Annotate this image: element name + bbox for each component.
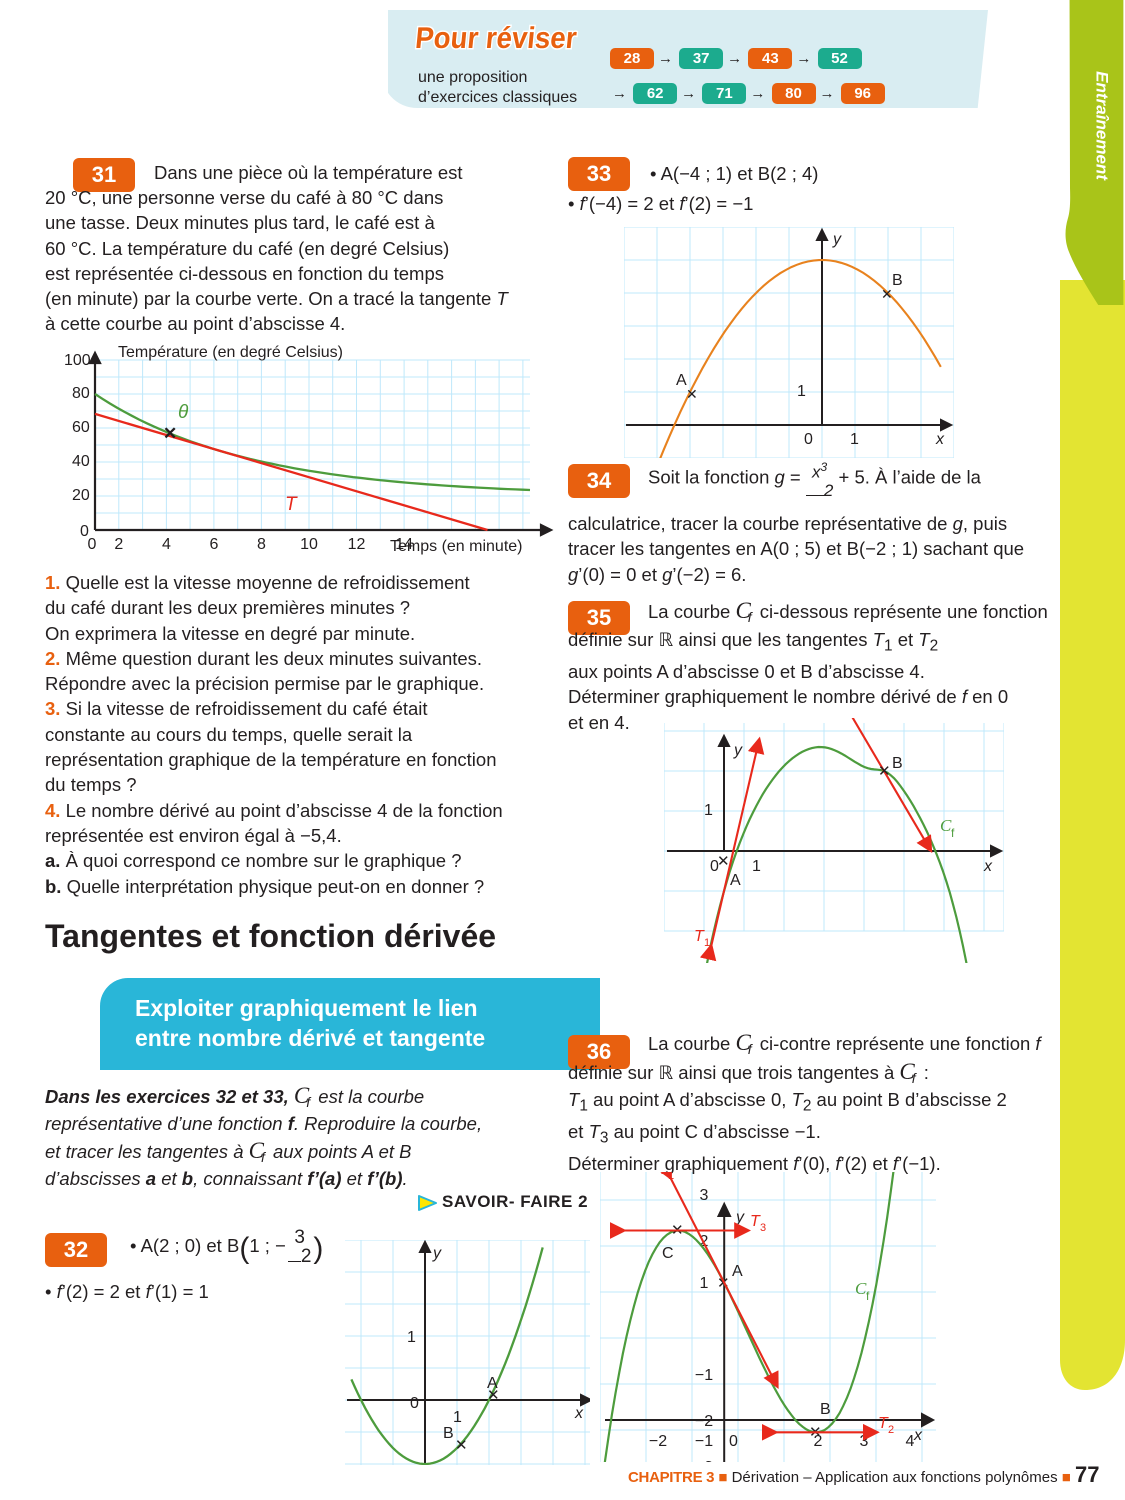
svg-text:2: 2: [832, 718, 838, 721]
svg-text:f: f: [951, 826, 955, 840]
svg-text:3: 3: [860, 1433, 869, 1450]
svg-text:✕: ✕: [163, 424, 177, 443]
svg-text:x: x: [574, 1405, 584, 1422]
svg-text:2: 2: [888, 1424, 894, 1436]
svg-text:θ: θ: [178, 402, 189, 423]
svg-text:6: 6: [209, 536, 218, 553]
svg-text:B: B: [892, 755, 903, 772]
svg-text:✕: ✕: [878, 763, 891, 780]
svg-text:3: 3: [700, 1187, 709, 1204]
svg-text:0: 0: [804, 431, 813, 448]
svg-text:−1: −1: [695, 1367, 713, 1384]
svg-text:1: 1: [850, 431, 859, 448]
svg-text:4: 4: [906, 1433, 915, 1450]
svg-text:T: T: [285, 494, 298, 515]
svg-text:1: 1: [752, 858, 761, 875]
svg-text:2: 2: [114, 536, 123, 553]
svg-text:100: 100: [64, 352, 91, 369]
svg-text:x: x: [913, 1427, 923, 1444]
svg-text:−2: −2: [695, 1413, 713, 1430]
svg-text:1: 1: [797, 383, 806, 400]
svg-text:0: 0: [410, 1395, 419, 1412]
svg-text:80: 80: [72, 385, 90, 402]
svg-text:20: 20: [72, 487, 90, 504]
svg-text:x: x: [983, 858, 993, 875]
svg-text:✕: ✕: [717, 853, 730, 870]
svg-text:1: 1: [700, 1275, 709, 1292]
svg-text:1: 1: [704, 937, 710, 949]
svg-text:14: 14: [395, 536, 413, 553]
svg-text:1: 1: [407, 1329, 416, 1346]
svg-text:y: y: [733, 742, 743, 759]
svg-text:x: x: [935, 431, 945, 448]
svg-text:0: 0: [729, 1433, 738, 1450]
svg-text:f: f: [866, 1289, 870, 1303]
svg-text:40: 40: [72, 453, 90, 470]
svg-text:60: 60: [72, 419, 90, 436]
svg-text:−1: −1: [695, 1433, 713, 1450]
svg-text:1: 1: [704, 802, 713, 819]
svg-text:10: 10: [300, 536, 318, 553]
svg-text:B: B: [820, 1401, 831, 1418]
svg-text:8: 8: [257, 536, 266, 553]
svg-text:C: C: [662, 1245, 674, 1262]
svg-text:y: y: [735, 1209, 745, 1226]
svg-text:✕: ✕: [455, 1437, 468, 1454]
svg-text:✕: ✕: [686, 386, 698, 402]
svg-text:y: y: [832, 231, 842, 248]
svg-text:A: A: [730, 872, 741, 889]
svg-text:✕: ✕: [881, 286, 893, 302]
svg-text:4: 4: [162, 536, 171, 553]
svg-text:1: 1: [668, 1172, 674, 1182]
svg-text:y: y: [432, 1245, 442, 1262]
svg-text:B: B: [443, 1425, 454, 1442]
svg-text:A: A: [732, 1263, 743, 1280]
svg-text:Température (en degré Celsius): Température (en degré Celsius): [118, 345, 343, 361]
svg-text:−2: −2: [649, 1433, 667, 1450]
svg-text:0: 0: [88, 536, 97, 553]
svg-text:3: 3: [760, 1222, 766, 1234]
svg-text:B: B: [892, 272, 903, 289]
svg-text:1: 1: [453, 1409, 462, 1426]
svg-text:12: 12: [348, 536, 366, 553]
svg-text:✕: ✕: [487, 1387, 500, 1404]
